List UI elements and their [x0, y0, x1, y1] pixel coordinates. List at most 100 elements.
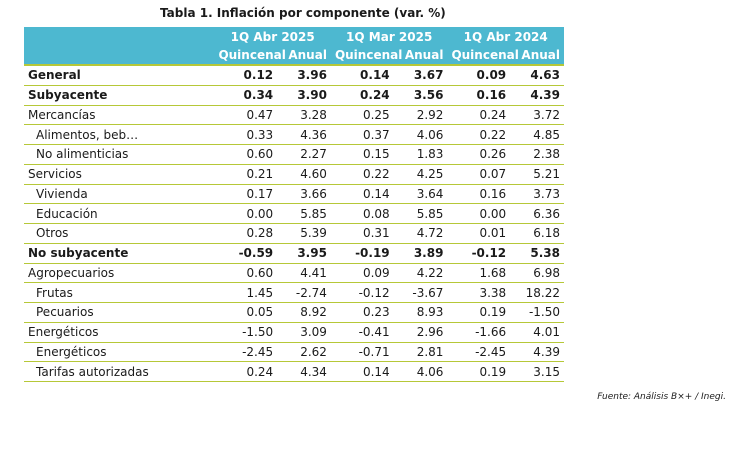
value-cell: 4.06	[393, 124, 448, 145]
table-row: No alimenticias 0.60 2.27 0.15 1.83 0.26 2.38	[24, 144, 564, 165]
value-cell: 0.60	[214, 144, 278, 165]
value-cell: -1.66	[447, 322, 511, 343]
value-cell: 2.27	[277, 144, 331, 165]
value-cell: 4.22	[393, 263, 448, 284]
table-row: General 0.12 3.96 0.14 3.67 0.09 4.63	[24, 63, 564, 86]
value-cell: 4.39	[510, 342, 564, 363]
value-cell: 0.19	[447, 361, 511, 382]
value-cell: 0.21	[214, 164, 278, 185]
row-label: Otros	[24, 223, 215, 244]
column-header: Anual	[277, 46, 331, 65]
row-label: Educación	[24, 203, 215, 224]
value-cell: 0.24	[214, 361, 278, 382]
value-cell: 8.93	[393, 302, 448, 323]
value-cell: 2.81	[393, 342, 448, 363]
row-label: Alimentos, beb…	[24, 124, 215, 145]
column-header: Anual	[510, 46, 564, 65]
value-cell: 4.01	[510, 322, 564, 343]
value-cell: 0.22	[447, 124, 511, 145]
value-cell: 4.39	[510, 85, 564, 106]
value-cell: 3.67	[393, 63, 448, 86]
table-row: Tarifas autorizadas 0.24 4.34 0.14 4.06 0.19 3…	[24, 361, 564, 382]
value-cell: 5.85	[393, 203, 448, 224]
table-row: Energéticos -2.45 2.62 -0.71 2.81 -2.45 4.39	[24, 342, 564, 363]
table-row: Alimentos, beb… 0.33 4.36 0.37 4.06 0.22 4.85	[24, 124, 564, 145]
value-cell: 3.90	[277, 85, 331, 106]
value-cell: 0.24	[330, 85, 394, 106]
subheader-row: Quincenal Anual Quincenal Anual Quincena…	[24, 46, 564, 65]
value-cell: 6.98	[510, 263, 564, 284]
value-cell: 0.19	[447, 302, 511, 323]
period-header: 1Q Abr 2024	[447, 27, 564, 46]
row-label: Frutas	[24, 282, 215, 303]
value-cell: 0.14	[330, 184, 394, 205]
value-cell: 1.83	[393, 144, 448, 165]
row-label: Agropecuarios	[24, 263, 215, 284]
value-cell: 0.00	[214, 203, 278, 224]
value-cell: -0.12	[447, 243, 511, 264]
table-row: Servicios 0.21 4.60 0.22 4.25 0.07 5.21	[24, 164, 564, 185]
value-cell: 3.66	[277, 184, 331, 205]
value-cell: 0.23	[330, 302, 394, 323]
row-label: Vivienda	[24, 184, 215, 205]
value-cell: 3.73	[510, 184, 564, 205]
row-label: Energéticos	[24, 322, 215, 343]
value-cell: 0.05	[214, 302, 278, 323]
table-row: Otros 0.28 5.39 0.31 4.72 0.01 6.18	[24, 223, 564, 244]
value-cell: 3.09	[277, 322, 331, 343]
value-cell: 8.92	[277, 302, 331, 323]
value-cell: -0.59	[214, 243, 278, 264]
value-cell: 4.60	[277, 164, 331, 185]
period-header: 1Q Abr 2025	[214, 27, 331, 46]
table-row: Subyacente 0.34 3.90 0.24 3.56 0.16 4.39	[24, 85, 564, 106]
value-cell: 0.28	[214, 223, 278, 244]
value-cell: 0.16	[447, 85, 511, 106]
value-cell: 3.96	[277, 63, 331, 86]
value-cell: 2.62	[277, 342, 331, 363]
value-cell: -2.74	[277, 282, 331, 303]
value-cell: 4.25	[393, 164, 448, 185]
value-cell: -0.19	[330, 243, 394, 264]
value-cell: 0.37	[330, 124, 394, 145]
value-cell: 0.31	[330, 223, 394, 244]
value-cell: 0.60	[214, 263, 278, 284]
value-cell: 0.08	[330, 203, 394, 224]
column-header: Quincenal	[214, 46, 286, 65]
table-body: General 0.12 3.96 0.14 3.67 0.09 4.63 Subyacent…	[24, 63, 564, 382]
period-header: 1Q Mar 2025	[330, 27, 448, 46]
value-cell: 3.72	[510, 105, 564, 126]
table-row: Energéticos -1.50 3.09 -0.41 2.96 -1.66 4.01	[24, 322, 564, 343]
value-cell: 4.85	[510, 124, 564, 145]
value-cell: 0.24	[447, 105, 511, 126]
value-cell: 18.22	[510, 282, 564, 303]
value-cell: 2.96	[393, 322, 448, 343]
source-note: Fuente: Análisis B×+ / Inegi.	[597, 392, 726, 402]
value-cell: 4.36	[277, 124, 331, 145]
value-cell: 4.34	[277, 361, 331, 382]
table-row: Educación 0.00 5.85 0.08 5.85 0.00 6.36	[24, 203, 564, 224]
value-cell: 0.09	[330, 263, 394, 284]
table-row: Pecuarios 0.05 8.92 0.23 8.93 0.19 -1.50	[24, 302, 564, 323]
value-cell: -3.67	[393, 282, 448, 303]
value-cell: 0.14	[330, 63, 394, 86]
column-header: Quincenal	[447, 46, 519, 65]
value-cell: 6.18	[510, 223, 564, 244]
value-cell: 1.68	[447, 263, 511, 284]
column-header: Anual	[393, 46, 448, 65]
table-row: Vivienda 0.17 3.66 0.14 3.64 0.16 3.73	[24, 184, 564, 205]
value-cell: 5.39	[277, 223, 331, 244]
value-cell: 0.33	[214, 124, 278, 145]
value-cell: 0.34	[214, 85, 278, 106]
row-label: Servicios	[24, 164, 215, 185]
value-cell: 3.15	[510, 361, 564, 382]
value-cell: 5.85	[277, 203, 331, 224]
value-cell: -2.45	[214, 342, 278, 363]
value-cell: 4.63	[510, 63, 564, 86]
inflation-table: 1Q Abr 2025 1Q Mar 2025 1Q Abr 2024 Quin…	[24, 27, 564, 382]
value-cell: 3.56	[393, 85, 448, 106]
value-cell: 0.47	[214, 105, 278, 126]
value-cell: 0.12	[214, 63, 278, 86]
row-label: Energéticos	[24, 342, 215, 363]
value-cell: 6.36	[510, 203, 564, 224]
value-cell: -0.41	[330, 322, 394, 343]
